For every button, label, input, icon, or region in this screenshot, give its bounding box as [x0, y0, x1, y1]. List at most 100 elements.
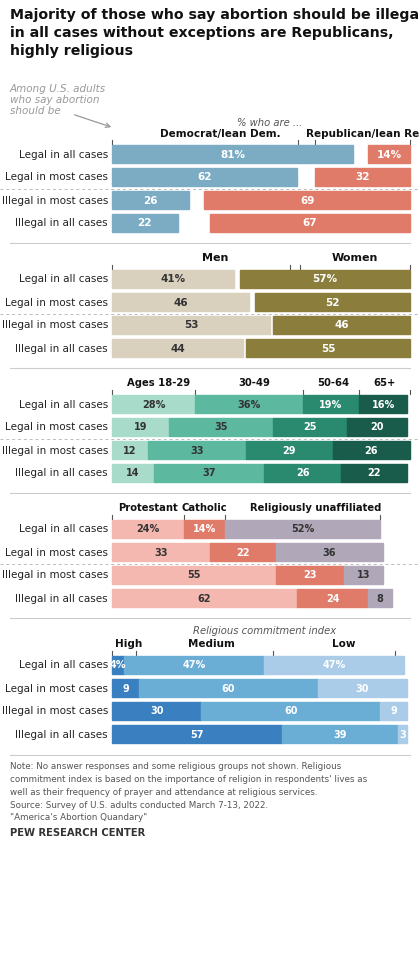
- Text: 8: 8: [377, 593, 383, 604]
- Bar: [240, 270, 410, 288]
- Text: 55: 55: [321, 344, 335, 353]
- Text: 69: 69: [300, 196, 315, 205]
- Text: Legal in most cases: Legal in most cases: [5, 173, 108, 182]
- Text: Majority of those who say abortion should be illegal
in all cases without except: Majority of those who say abortion shoul…: [10, 8, 420, 58]
- Text: 65+: 65+: [373, 378, 396, 388]
- Text: 26: 26: [296, 468, 310, 478]
- Text: 16%: 16%: [372, 399, 395, 410]
- Text: 57%: 57%: [312, 275, 338, 284]
- Text: 60: 60: [284, 707, 297, 716]
- Text: Among U.S. adults: Among U.S. adults: [10, 84, 106, 94]
- Bar: [297, 589, 368, 607]
- Bar: [202, 702, 380, 720]
- Text: 22: 22: [137, 219, 152, 228]
- Text: Low: Low: [332, 639, 355, 649]
- Text: 26: 26: [144, 196, 158, 205]
- Bar: [341, 464, 407, 482]
- Bar: [112, 270, 234, 288]
- Text: Legal in all cases: Legal in all cases: [19, 150, 108, 159]
- Text: Legal in most cases: Legal in most cases: [5, 298, 108, 307]
- Text: 9: 9: [390, 707, 397, 716]
- Text: Protestant: Protestant: [118, 503, 178, 513]
- Bar: [210, 543, 276, 561]
- Text: Religiously unaffiliated: Religiously unaffiliated: [250, 503, 381, 513]
- Text: 47%: 47%: [182, 660, 205, 670]
- Bar: [246, 339, 410, 357]
- Bar: [184, 520, 225, 538]
- Bar: [139, 679, 318, 697]
- Bar: [276, 566, 344, 584]
- Text: 57: 57: [190, 730, 204, 739]
- Text: Illegal in most cases: Illegal in most cases: [2, 570, 108, 581]
- Text: 19: 19: [134, 422, 147, 433]
- Bar: [124, 656, 264, 674]
- Text: Legal in all cases: Legal in all cases: [19, 275, 108, 284]
- Text: 3: 3: [399, 730, 406, 739]
- Text: 20: 20: [370, 422, 384, 433]
- Bar: [347, 418, 407, 436]
- Text: should be: should be: [10, 106, 61, 116]
- Bar: [210, 214, 410, 232]
- Text: 33: 33: [190, 445, 204, 455]
- Text: 19%: 19%: [319, 399, 343, 410]
- Text: % who are ...: % who are ...: [237, 118, 303, 128]
- Text: 41%: 41%: [160, 275, 186, 284]
- Text: Legal in all cases: Legal in all cases: [19, 399, 108, 410]
- Text: 12: 12: [123, 445, 136, 455]
- Bar: [112, 293, 249, 311]
- Text: 13: 13: [357, 570, 370, 581]
- Text: 25: 25: [303, 422, 317, 433]
- Text: Republican/lean Rep.: Republican/lean Rep.: [306, 129, 420, 139]
- Text: Legal in most cases: Legal in most cases: [5, 684, 108, 693]
- Text: 81%: 81%: [220, 150, 245, 159]
- Text: 29: 29: [283, 445, 296, 455]
- Bar: [112, 566, 276, 584]
- Bar: [264, 464, 341, 482]
- Text: 67: 67: [303, 219, 318, 228]
- Bar: [112, 679, 139, 697]
- Bar: [112, 168, 297, 186]
- Text: 62: 62: [197, 173, 212, 182]
- Bar: [112, 702, 202, 720]
- Text: Illegal in all cases: Illegal in all cases: [16, 344, 108, 353]
- Bar: [368, 589, 392, 607]
- Bar: [273, 316, 410, 334]
- Text: 30-49: 30-49: [238, 378, 270, 388]
- Text: Democrat/lean Dem.: Democrat/lean Dem.: [160, 129, 280, 139]
- Bar: [112, 589, 297, 607]
- Text: 23: 23: [303, 570, 317, 581]
- Bar: [273, 418, 347, 436]
- Text: 36: 36: [323, 547, 336, 558]
- Text: 26: 26: [365, 445, 378, 455]
- Text: 24: 24: [326, 593, 339, 604]
- Text: Legal in most cases: Legal in most cases: [5, 547, 108, 558]
- Text: 39: 39: [333, 730, 347, 739]
- Bar: [154, 464, 264, 482]
- Text: Illegal in most cases: Illegal in most cases: [2, 445, 108, 455]
- Bar: [112, 656, 124, 674]
- Bar: [368, 145, 410, 163]
- Bar: [112, 520, 184, 538]
- Bar: [303, 395, 360, 413]
- Text: 37: 37: [202, 468, 215, 478]
- Text: 14: 14: [126, 468, 139, 478]
- Text: Legal in all cases: Legal in all cases: [19, 660, 108, 670]
- Text: 28%: 28%: [142, 399, 165, 410]
- Text: 36%: 36%: [237, 399, 261, 410]
- Text: Legal in all cases: Legal in all cases: [19, 524, 108, 535]
- Bar: [112, 145, 353, 163]
- Text: Illegal in all cases: Illegal in all cases: [16, 468, 108, 478]
- Text: Note: No answer responses and some religious groups not shown. Religious
commitm: Note: No answer responses and some relig…: [10, 762, 367, 823]
- Text: 52%: 52%: [291, 524, 314, 535]
- Text: 33: 33: [155, 547, 168, 558]
- Bar: [112, 418, 168, 436]
- Bar: [112, 316, 270, 334]
- Text: 32: 32: [355, 173, 370, 182]
- Text: Illegal in all cases: Illegal in all cases: [16, 593, 108, 604]
- Bar: [112, 441, 148, 459]
- Text: Women: Women: [332, 253, 378, 263]
- Bar: [246, 441, 333, 459]
- Bar: [112, 339, 243, 357]
- Bar: [225, 520, 380, 538]
- Bar: [112, 191, 189, 209]
